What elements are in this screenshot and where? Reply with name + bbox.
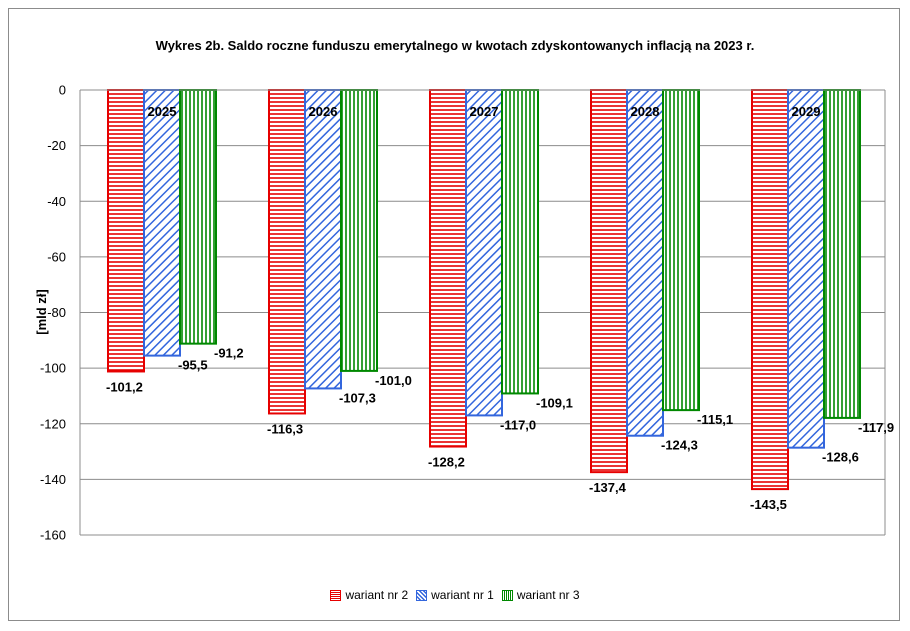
bar-wariant-nr-2-2028 bbox=[590, 89, 628, 474]
data-label: -91,2 bbox=[214, 346, 244, 361]
data-label: -117,9 bbox=[858, 420, 894, 435]
legend: wariant nr 2 wariant nr 1 wariant nr 3 bbox=[0, 588, 910, 604]
data-label: -109,1 bbox=[536, 395, 573, 410]
bar-wariant-nr-2-2026 bbox=[268, 89, 306, 415]
chart-title: Wykres 2b. Saldo roczne funduszu emeryta… bbox=[155, 38, 755, 53]
legend-swatch bbox=[330, 589, 342, 601]
data-label: -137,4 bbox=[589, 480, 627, 495]
data-label: -101,0 bbox=[375, 373, 412, 388]
data-label: -95,5 bbox=[178, 358, 208, 373]
bar-wariant-nr-3-2025 bbox=[179, 89, 217, 345]
bar-wariant-nr-2-2027 bbox=[429, 89, 467, 448]
bar-wariant-nr-1-2028 bbox=[626, 89, 664, 437]
data-label: -101,2 bbox=[106, 379, 143, 394]
bar-wariant-nr-3-2029 bbox=[823, 89, 861, 419]
bar-wariant-nr-1-2025 bbox=[143, 89, 181, 357]
y-tick-label: -40 bbox=[47, 194, 66, 209]
bar-wariant-nr-1-2029 bbox=[787, 89, 825, 449]
legend-label: wariant nr 1 bbox=[431, 588, 494, 602]
legend-item: wariant nr 1 bbox=[416, 588, 494, 602]
legend-label: wariant nr 2 bbox=[345, 588, 409, 602]
y-tick-label: -80 bbox=[47, 305, 66, 320]
bar-wariant-nr-2-2029 bbox=[751, 89, 789, 491]
data-label: -143,5 bbox=[750, 497, 787, 512]
y-tick-label: -100 bbox=[40, 361, 66, 376]
y-tick-label: 0 bbox=[59, 83, 66, 98]
bar-wariant-nr-3-2027 bbox=[501, 89, 539, 395]
bar-wariant-nr-3-2026 bbox=[340, 89, 378, 372]
bar-wariant-nr-3-2028 bbox=[662, 89, 700, 412]
data-label: -124,3 bbox=[661, 438, 698, 453]
bar-wariant-nr-1-2027 bbox=[465, 89, 503, 417]
legend-item: wariant nr 3 bbox=[501, 588, 580, 602]
data-label: -128,2 bbox=[428, 455, 465, 470]
y-tick-label: -20 bbox=[47, 138, 66, 153]
category-label: 2028 bbox=[631, 104, 660, 119]
y-tick-label: -60 bbox=[47, 249, 66, 264]
legend-swatch bbox=[416, 589, 428, 601]
legend-swatch bbox=[501, 589, 513, 601]
bar-wariant-nr-2-2025 bbox=[107, 89, 145, 373]
y-tick-label: -140 bbox=[40, 472, 66, 487]
legend-item: wariant nr 2 bbox=[330, 588, 408, 602]
data-label: -128,6 bbox=[822, 450, 859, 465]
bar-wariant-nr-1-2026 bbox=[304, 89, 342, 390]
data-label: -115,1 bbox=[697, 412, 733, 427]
data-label: -107,3 bbox=[339, 390, 376, 405]
y-axis-label: [mld zł] bbox=[34, 289, 49, 335]
data-label: -116,3 bbox=[267, 421, 303, 436]
category-label: 2026 bbox=[309, 104, 338, 119]
category-label: 2025 bbox=[148, 104, 177, 119]
category-label: 2029 bbox=[792, 104, 821, 119]
y-tick-label: -120 bbox=[40, 416, 66, 431]
y-tick-label: -160 bbox=[40, 528, 66, 543]
data-label: -117,0 bbox=[500, 417, 536, 432]
category-label: 2027 bbox=[470, 104, 499, 119]
legend-label: wariant nr 3 bbox=[516, 588, 580, 602]
